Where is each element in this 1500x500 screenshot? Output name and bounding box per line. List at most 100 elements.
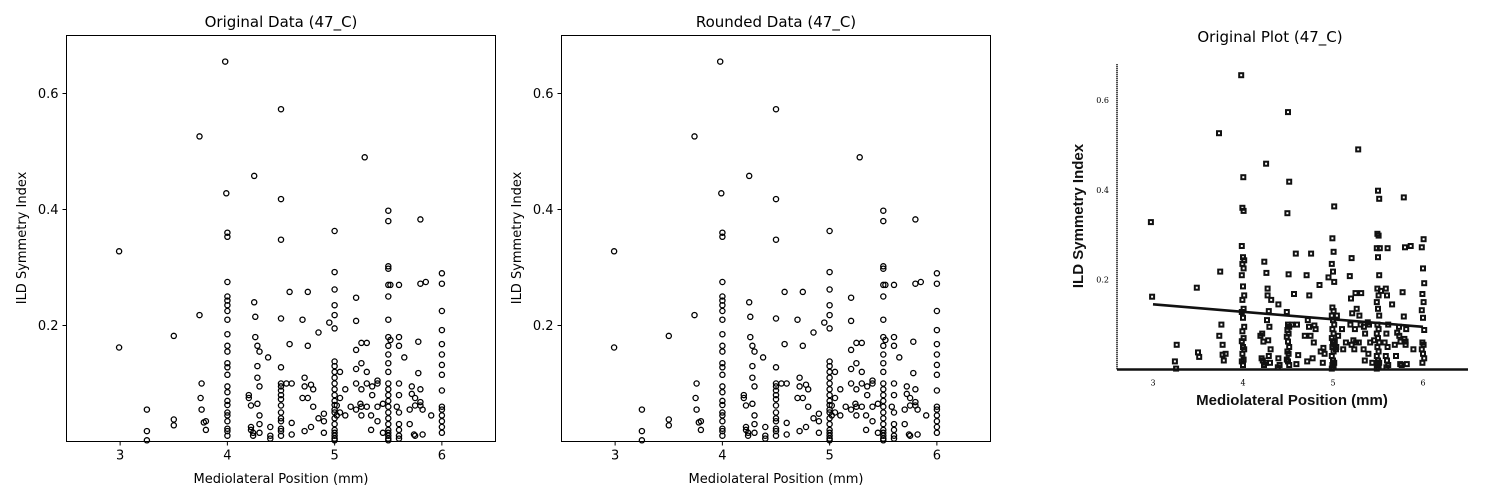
scatter-point	[880, 397, 887, 405]
scatter-point	[882, 336, 889, 344]
scatter-point	[1389, 301, 1396, 308]
scatter-point	[1149, 293, 1156, 300]
scatter-point	[1263, 160, 1270, 167]
scatter-point	[1402, 244, 1408, 251]
scatter-point	[858, 403, 866, 410]
scatter-point	[1261, 362, 1267, 368]
scatter-point	[395, 391, 403, 399]
scatter-point	[427, 412, 435, 419]
y-tick-label: 0.4	[38, 203, 59, 218]
scatter-point	[336, 368, 344, 376]
scatter-point	[1373, 330, 1380, 337]
scatter-point	[880, 420, 887, 428]
scatter-point	[1330, 248, 1337, 255]
scatter-point	[250, 172, 258, 180]
scatter-point	[772, 425, 780, 432]
scatter-point	[250, 299, 258, 306]
scatter-point	[751, 420, 758, 428]
scatter-point	[1399, 289, 1406, 296]
scatter-point	[880, 351, 887, 358]
scatter-point	[665, 422, 673, 429]
scatter-point	[719, 348, 726, 355]
scatter-point	[890, 391, 898, 399]
scatter-point	[762, 432, 769, 439]
scatter-point	[747, 333, 754, 341]
scatter-point	[697, 417, 705, 425]
scatter-point	[853, 359, 860, 367]
scatter-point	[277, 236, 285, 243]
scatter-point	[772, 395, 780, 403]
scatter-point	[890, 435, 898, 442]
scatter-point	[395, 432, 403, 439]
scatter-point	[224, 371, 231, 379]
scatter-point	[719, 364, 726, 371]
scatter-point	[880, 391, 887, 399]
scatter-point	[331, 374, 338, 381]
scatter-point	[1402, 341, 1409, 348]
scatter-point	[772, 195, 780, 203]
scatter-point	[143, 406, 151, 413]
scatter-point	[411, 394, 419, 402]
scatter-point	[1373, 365, 1380, 372]
scatter-point	[1238, 243, 1245, 249]
scatter-point	[719, 401, 726, 409]
scatter-point	[1382, 285, 1389, 292]
scatter-point	[826, 325, 833, 332]
scatter-point	[796, 427, 803, 435]
scatter-point	[196, 133, 203, 140]
scatter-point	[772, 383, 780, 390]
scatter-point	[363, 339, 371, 347]
scatter-point	[277, 195, 285, 203]
scatter-point	[890, 432, 898, 439]
scatter-point	[379, 400, 387, 408]
scatter-point	[742, 402, 750, 409]
scatter-point	[256, 420, 263, 428]
scatter-point	[1331, 278, 1338, 285]
scatter-point	[762, 423, 769, 431]
scatter-point	[826, 368, 833, 376]
scatter-point	[1378, 287, 1384, 294]
scatter-point	[1376, 272, 1383, 279]
scatter-point	[1238, 272, 1245, 279]
scatter-point	[438, 270, 446, 277]
scatter-point	[1239, 350, 1246, 357]
scatter-point	[1260, 338, 1267, 345]
scatter-point	[374, 377, 381, 384]
scatter-point	[299, 394, 306, 402]
scatter-point	[224, 330, 231, 338]
x-axis-label: Mediolateral Position (mm)	[1196, 392, 1388, 409]
scatter-point	[202, 426, 210, 434]
scatter-point	[1312, 326, 1319, 333]
scatter-point	[751, 412, 758, 419]
scatter-point	[719, 425, 726, 432]
scatter-point	[826, 380, 833, 387]
scatter-point	[1375, 232, 1382, 239]
scatter-point	[880, 380, 887, 387]
scatter-point	[847, 346, 855, 354]
scatter-point	[847, 380, 855, 387]
scatter-point	[772, 417, 780, 425]
scatter-point	[1340, 346, 1347, 353]
scatter-point	[1309, 355, 1316, 362]
scatter-point	[772, 364, 780, 371]
scatter-point	[224, 409, 231, 416]
y-axis-label: ILD Symmetry Index	[1070, 143, 1087, 288]
scatter-point	[783, 431, 790, 438]
scatter-point	[751, 348, 758, 355]
scatter-point	[890, 409, 898, 416]
scatter-point	[395, 426, 403, 434]
scatter-point	[115, 248, 123, 255]
scatter-point	[358, 359, 365, 367]
scatter-point	[1171, 358, 1178, 365]
scatter-point	[1303, 272, 1310, 279]
scatter-point	[719, 330, 726, 338]
scatter-point	[772, 105, 780, 113]
scatter-point	[304, 288, 312, 296]
scatter-point	[1355, 146, 1362, 153]
scatter-point	[387, 336, 394, 344]
scatter-point	[385, 281, 392, 289]
scatter-point	[368, 383, 376, 390]
scatter-point	[1348, 341, 1355, 348]
scatter-point	[406, 406, 413, 413]
scatter-point	[358, 339, 365, 347]
